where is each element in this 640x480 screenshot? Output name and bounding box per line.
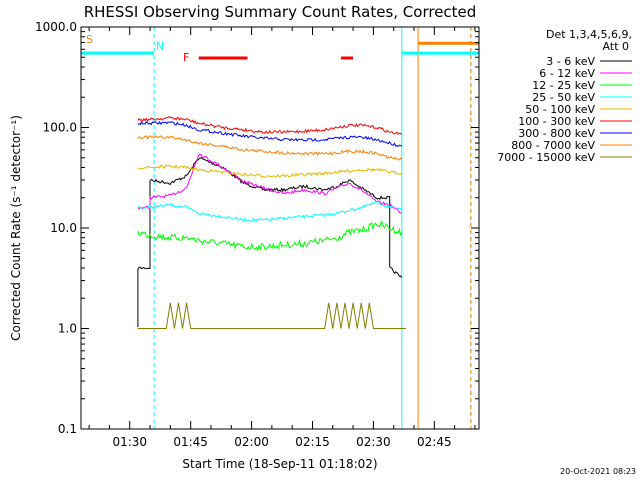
y-tick-label: 10.0	[50, 221, 77, 235]
y-tick-label: 1000.0	[35, 20, 77, 34]
generation-timestamp: 20-Oct-2021 08:23	[560, 467, 636, 476]
legend-entry-label: 3 - 6 keV	[546, 55, 595, 68]
y-tick-label: 1.0	[58, 322, 77, 336]
x-tick-label: 02:45	[417, 435, 452, 449]
chart-title: RHESSI Observing Summary Count Rates, Co…	[84, 3, 477, 21]
x-tick-label: 01:30	[112, 435, 147, 449]
x-tick-label: 02:00	[234, 435, 269, 449]
series-line	[137, 134, 403, 161]
legend-entry-label: 6 - 12 keV	[539, 67, 595, 80]
y-tick-label: 100.0	[43, 121, 77, 135]
flag-label-s: S	[86, 33, 93, 46]
x-tick-label: 02:15	[295, 435, 330, 449]
series-line	[137, 157, 403, 327]
y-tick-label: 0.1	[58, 422, 77, 436]
series-line	[137, 164, 403, 178]
x-tick-label: 01:45	[173, 435, 208, 449]
series-line	[137, 302, 406, 329]
flag-label-f: F	[183, 51, 189, 64]
plot-frame	[80, 26, 480, 430]
legend-entry-label: 800 - 7000 keV	[511, 139, 595, 152]
flag-label-n: N	[156, 40, 164, 53]
legend-entry-label: 300 - 800 keV	[518, 127, 595, 140]
x-axis-ticks: 01:30 01:45 02:00 02:15 02:30 02:45	[88, 27, 476, 449]
series-line	[137, 115, 403, 135]
x-axis-label: Start Time (18-Sep-11 01:18:02)	[182, 457, 377, 471]
legend-header-line-2: Att 0	[603, 40, 629, 53]
y-axis-ticks: 0.1 1.0 10.0 100.0 1000.0	[35, 20, 479, 436]
series-line	[137, 120, 403, 148]
legend-header-line-1: Det 1,3,4,5,6,9,	[546, 28, 632, 41]
x-tick-label: 02:30	[356, 435, 391, 449]
y-axis-label: Corrected Count Rate (s⁻¹ detector⁻¹)	[9, 115, 23, 341]
series-line	[137, 153, 402, 214]
series-line	[137, 200, 403, 223]
plot-area: S N F	[80, 26, 480, 430]
legend-entry-label: 12 - 25 keV	[532, 79, 595, 92]
legend-entry-label: 50 - 100 keV	[525, 103, 595, 116]
series-line	[137, 220, 403, 252]
legend-entry-label: 25 - 50 keV	[532, 91, 595, 104]
legend-entry-label: 100 - 300 keV	[518, 115, 595, 128]
legend-entry-label: 7000 - 15000 keV	[497, 151, 595, 164]
